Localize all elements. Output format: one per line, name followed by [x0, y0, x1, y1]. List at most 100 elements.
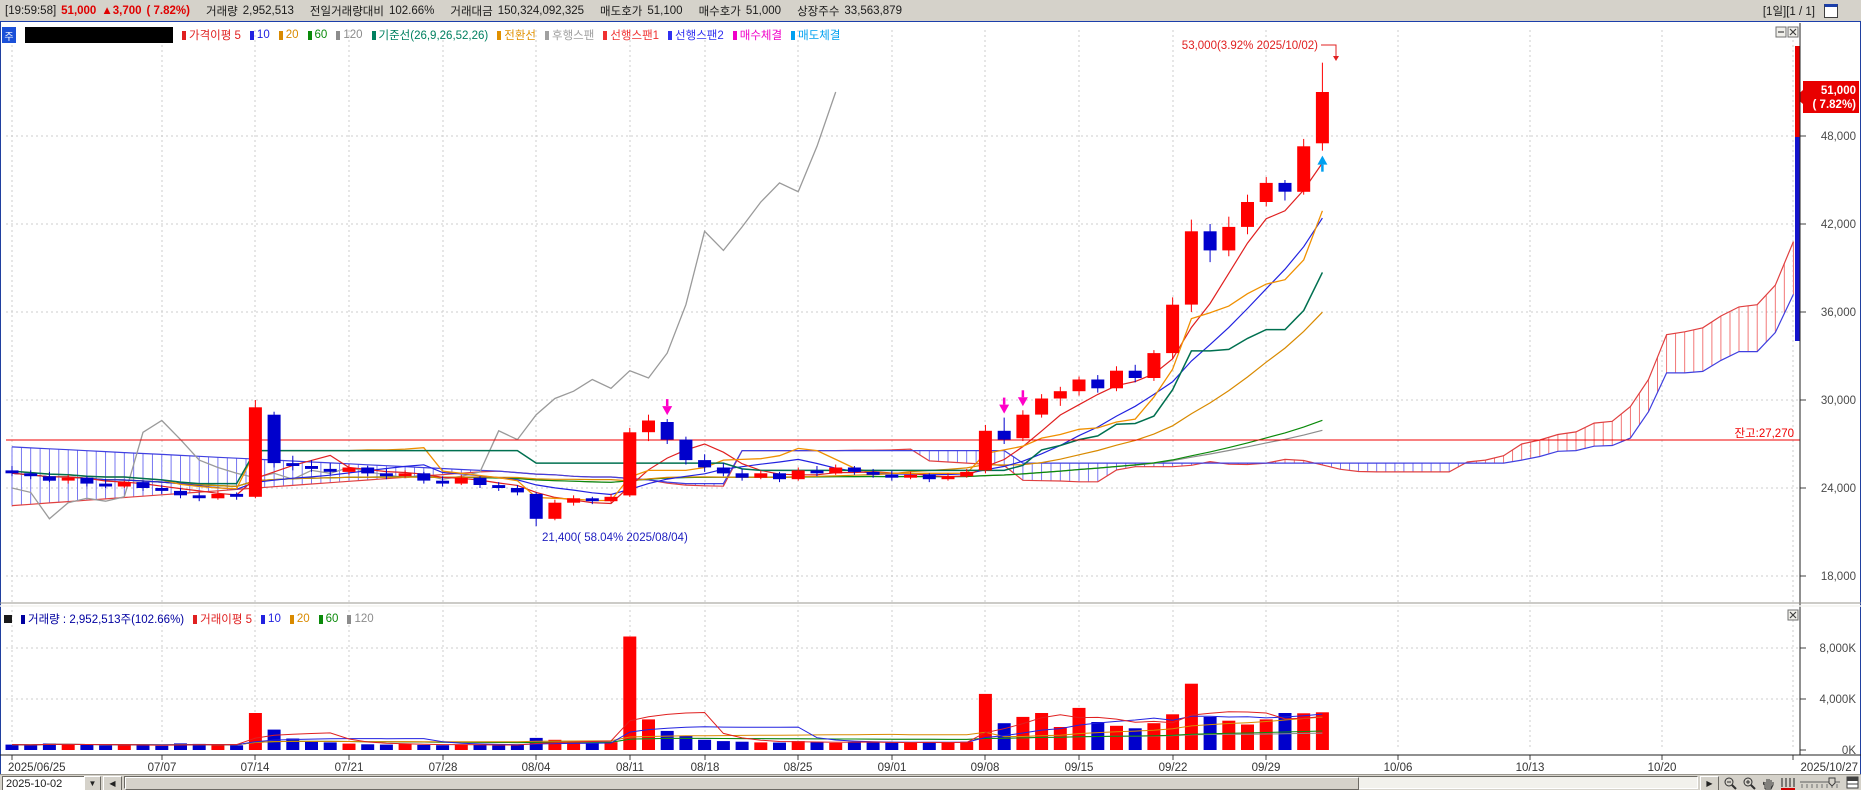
- scrollbar-thumb[interactable]: [125, 777, 1359, 790]
- zoom-out-icon[interactable]: [1722, 776, 1739, 790]
- legend-label: 20: [285, 29, 299, 41]
- legend-bullet-icon: [278, 30, 283, 40]
- svg-text:07/07: 07/07: [148, 762, 177, 774]
- svg-text:21,400( 58.04% 2025/08/04): 21,400( 58.04% 2025/08/04): [542, 532, 688, 544]
- legend-bullet-icon: [791, 30, 796, 40]
- legend-item: 전환선: [497, 27, 536, 43]
- date-dropdown-button[interactable]: ▼: [84, 776, 101, 790]
- pane-layout-icon[interactable]: [1845, 776, 1859, 789]
- stock-icon[interactable]: 주: [2, 27, 16, 43]
- trade-amount-label: 거래대금: [450, 5, 493, 18]
- price-axis: 48,000 42,000 36,000 30,000 24,000 18,000: [1800, 131, 1856, 583]
- high-annotation: 53,000(3.92% 2025/10/02): [1182, 40, 1339, 61]
- legend-item: 가격이평 5: [182, 27, 241, 43]
- scroll-left-button[interactable]: ◀: [103, 776, 122, 790]
- legend-item: 매도체결: [791, 27, 840, 43]
- legend-item: 후행스팬: [545, 27, 594, 43]
- pan-hand-icon[interactable]: [1760, 776, 1777, 789]
- ask-price-value: 51,100: [647, 4, 683, 17]
- legend-bullet-icon: [336, 30, 341, 40]
- bid-price-value: 51,000: [745, 4, 782, 17]
- legend-label: 선행스팬2: [675, 30, 724, 42]
- slider-handle: [1828, 777, 1836, 787]
- legend-label: 기준선(26,9,26,52,26): [378, 30, 489, 42]
- date-select[interactable]: 2025-10-02: [2, 776, 87, 790]
- legend-item: 기준선(26,9,26,52,26): [371, 27, 489, 43]
- svg-text:09/08: 09/08: [971, 762, 1000, 774]
- legend-bullet-icon: [603, 30, 608, 40]
- volume-label: 거래량: [205, 5, 238, 18]
- legend-item: 거래이평 5: [193, 611, 252, 627]
- scroll-right-button[interactable]: ▶: [1700, 776, 1719, 790]
- chart-scrollbar[interactable]: [124, 776, 1698, 790]
- shares-outstanding-label: 상장주수: [797, 5, 840, 18]
- current-price-badge: 51,000 ( 7.82%): [1795, 81, 1859, 113]
- bar-spacing-slider[interactable]: [1798, 776, 1842, 789]
- svg-text:08/11: 08/11: [616, 762, 644, 774]
- legend-bullet-icon: [289, 614, 294, 624]
- volume-bars: [5, 636, 1329, 750]
- legend-bullet-icon: [497, 30, 502, 40]
- date-axis: 2025/06/25 07/07 07/14 07/21 07/28 08/04 08/11…: [8, 755, 1858, 774]
- svg-text:8,000K: 8,000K: [1820, 643, 1857, 655]
- svg-text:48,000: 48,000: [1821, 131, 1856, 143]
- volume-legend-title: 거래량 : 2,952,513주(102.66%): [21, 611, 184, 627]
- legend-label: 매도체결: [798, 30, 841, 42]
- legend-bullet-icon: [371, 30, 376, 40]
- legend-bullet-icon: [307, 30, 312, 40]
- legend-item: 선행스팬2: [668, 27, 724, 43]
- trade-markers: [662, 155, 1328, 416]
- legend-bullet-icon: [318, 614, 323, 624]
- legend-bullet-icon: [347, 614, 352, 624]
- svg-text:4,000K: 4,000K: [1820, 694, 1857, 706]
- svg-text:08/25: 08/25: [784, 762, 813, 774]
- window-icon[interactable]: [1824, 4, 1838, 18]
- ichimoku-cloud: [11, 241, 1794, 507]
- svg-text:24,000: 24,000: [1821, 483, 1856, 495]
- legend-item: 10: [249, 29, 270, 41]
- svg-text:10/13: 10/13: [1516, 762, 1545, 774]
- price-chart-legend: 주 가격이평 5 10 20 60 120 기준선(26,9,26,52,26) 전환선 후행…: [2, 26, 840, 44]
- svg-text:30,000: 30,000: [1821, 395, 1856, 407]
- svg-text:2025/06/25: 2025/06/25: [8, 762, 66, 774]
- volume-ma-lines: [11, 711, 1323, 746]
- svg-text:10/06: 10/06: [1384, 762, 1413, 774]
- price-change-pct: ( 7.82%): [146, 4, 190, 17]
- legend-bullet-icon: [732, 30, 737, 40]
- bar-width-icon[interactable]: [1779, 776, 1796, 790]
- price-change: ▲3,700: [101, 4, 142, 17]
- price-gauge: [1795, 46, 1800, 341]
- zoom-in-icon[interactable]: [1741, 776, 1758, 790]
- low-annotation: 21,400( 58.04% 2025/08/04): [542, 532, 688, 544]
- legend-label: 120: [354, 613, 374, 625]
- legend-item: 120: [336, 29, 363, 41]
- date-select-value: 2025-10-02: [6, 777, 63, 790]
- period-page-indicator: [1일][1 / 1]: [1762, 6, 1815, 18]
- pane-grip-icon[interactable]: [4, 615, 12, 623]
- legend-bullet-icon: [668, 30, 673, 40]
- legend-bullet-icon: [545, 30, 549, 40]
- legend-bullet-icon: [182, 30, 186, 40]
- legend-label: 거래이평 5: [200, 614, 253, 626]
- buy-execution-marker: [662, 406, 673, 416]
- trade-amount-value: 150,324,092,325: [497, 4, 585, 17]
- volume-axis: 8,000K 4,000K 0K: [1800, 643, 1856, 757]
- legend-label: 20: [296, 613, 310, 625]
- svg-text:08/04: 08/04: [522, 762, 551, 774]
- chart-canvas[interactable]: 53,000(3.92% 2025/10/02) 21,400( 58.04% 2…: [0, 22, 1861, 774]
- svg-text:잔고:27,270: 잔고:27,270: [1734, 427, 1794, 440]
- volume-value: 2,952,513: [242, 4, 294, 17]
- stock-name-redacted: [25, 27, 173, 43]
- svg-text:09/15: 09/15: [1065, 762, 1094, 774]
- pane-borders: [0, 23, 1861, 756]
- lagging-span-line: [11, 91, 837, 520]
- legend-item: 매수체결: [732, 27, 782, 43]
- svg-text:0K: 0K: [1842, 745, 1856, 757]
- bid-price-label: 매수호가: [698, 5, 741, 18]
- legend-item: 선행스팬1: [603, 27, 659, 43]
- buy-execution-marker: [1017, 397, 1028, 407]
- legend-label: 전환선: [504, 30, 536, 42]
- svg-text:10/20: 10/20: [1648, 762, 1677, 774]
- legend-bullet-icon: [193, 614, 198, 624]
